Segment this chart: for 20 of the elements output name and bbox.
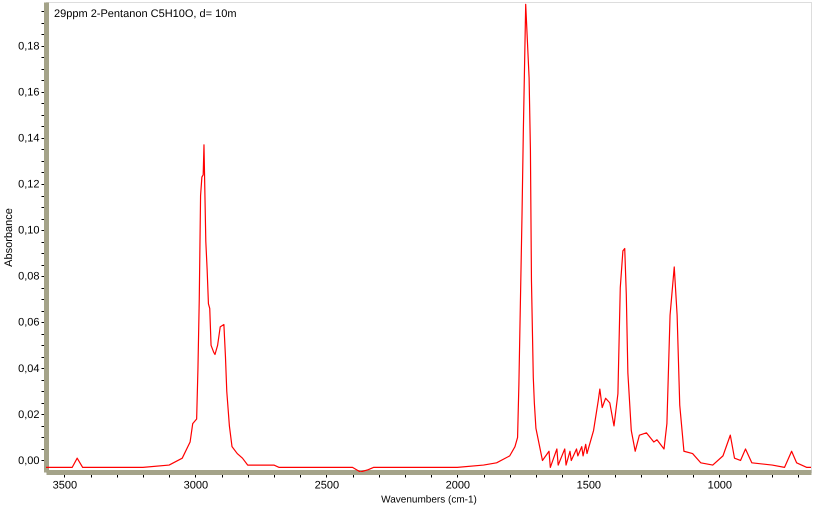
- x-tick-label: 3000: [184, 480, 208, 492]
- x-tick-label: 1500: [576, 480, 602, 492]
- y-tick-label: 0,12: [18, 178, 40, 191]
- y-tick-label: 0,08: [18, 270, 40, 283]
- line-series: [46, 4, 811, 472]
- x-tick-label: 2000: [446, 480, 470, 492]
- y-tick-label: 0,18: [18, 40, 40, 52]
- y-tick-label: 0,04: [18, 362, 40, 375]
- y-tick-label: 0,10: [18, 224, 40, 237]
- y-tick-label: 0,02: [18, 408, 40, 421]
- y-tick-label: 0,00: [18, 454, 40, 467]
- y-tick-label: 0,06: [18, 316, 40, 329]
- y-tick-label: 0,16: [18, 86, 40, 98]
- x-tick-label: 3500: [52, 480, 78, 492]
- x-tick-label: 1000: [708, 480, 732, 492]
- y-tick-label: 0,14: [18, 132, 40, 144]
- y-axis-title: Absorbance: [3, 208, 16, 267]
- x-tick-label: 2500: [314, 480, 340, 492]
- x-axis-title: Wavenumbers (cm-1): [381, 494, 477, 506]
- text: 29ppm 2-Pentanon C5H10O, d= 10m: [54, 8, 237, 20]
